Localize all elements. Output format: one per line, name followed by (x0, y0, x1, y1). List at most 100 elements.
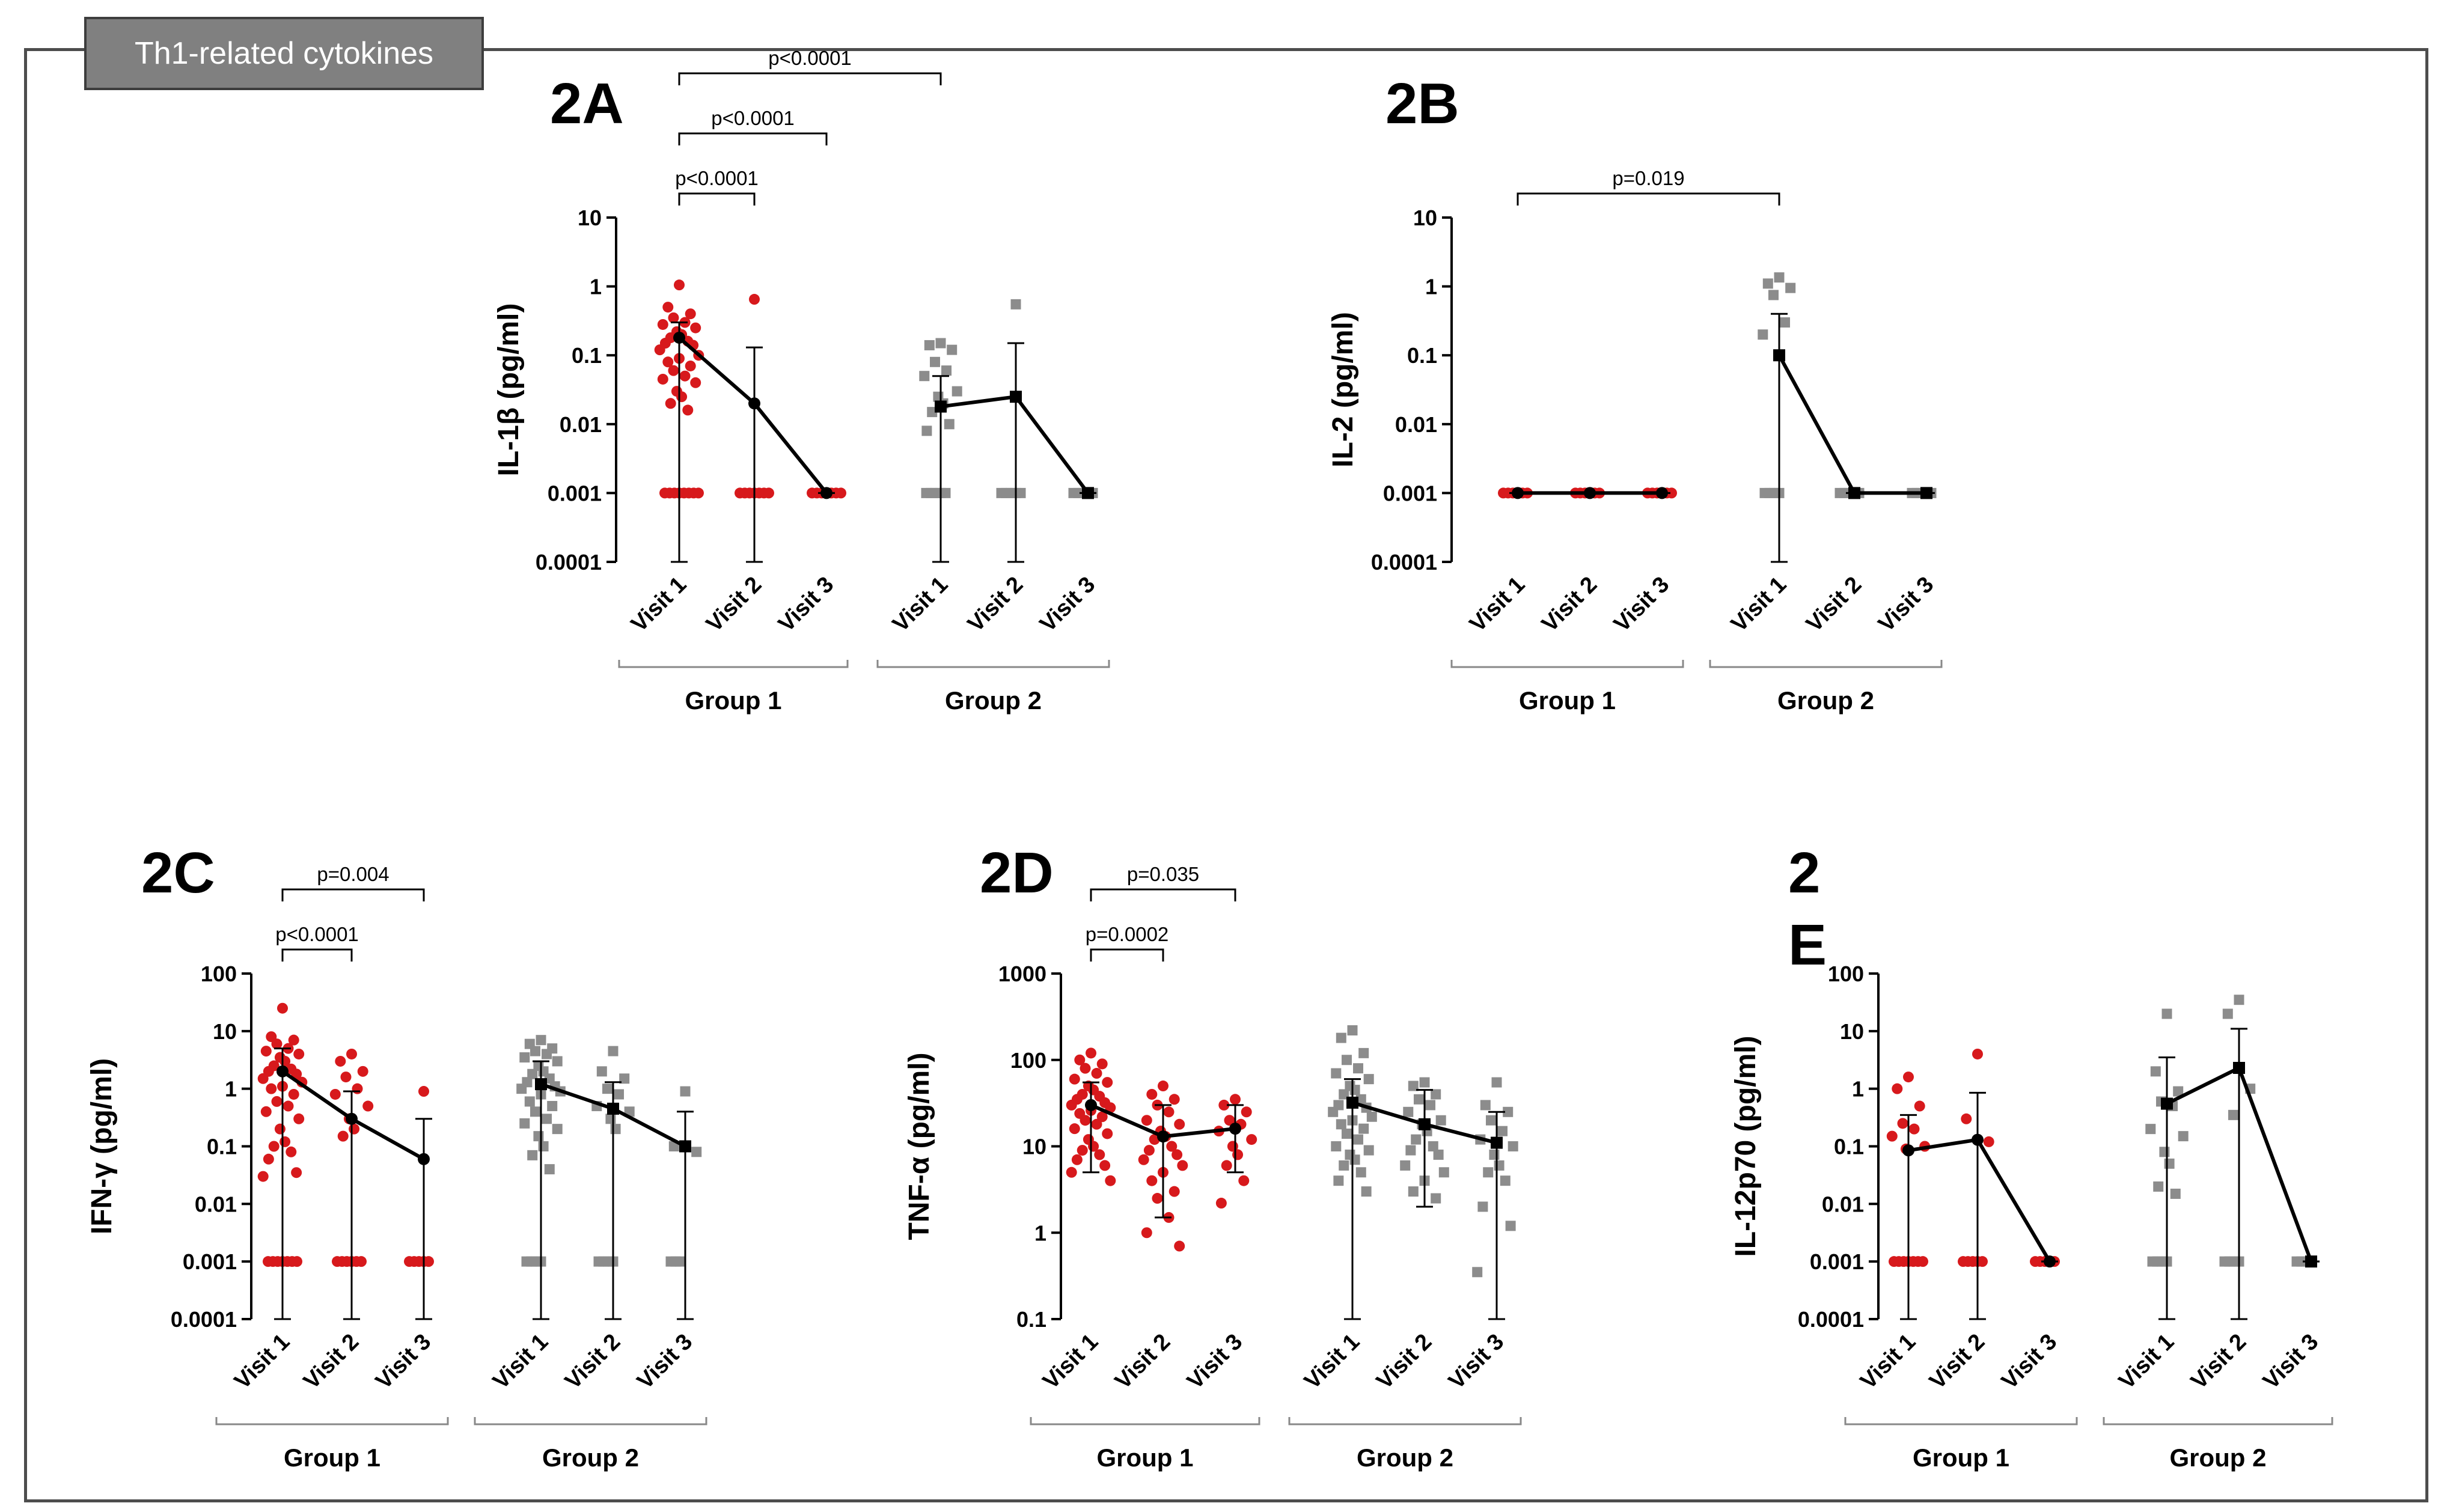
data-point (542, 1114, 552, 1124)
data-point (1091, 1068, 1102, 1079)
data-point (682, 404, 694, 416)
data-point (1914, 1100, 1925, 1112)
data-point (1168, 1094, 1180, 1105)
data-point (1917, 1256, 1928, 1267)
x-category-label: Visit 1 (2114, 1329, 2179, 1394)
mean-marker (748, 397, 760, 410)
data-point (1972, 1048, 1983, 1059)
data-point (293, 1113, 305, 1124)
data-point (596, 1066, 607, 1077)
x-category-label: Visit 1 (626, 572, 691, 637)
mean-marker (607, 1102, 619, 1115)
data-point (288, 1034, 299, 1046)
x-category-label: Visit 2 (1372, 1329, 1437, 1394)
data-point (1333, 1175, 1344, 1186)
data-point (657, 373, 668, 385)
data-point (340, 1072, 352, 1083)
data-point (266, 1083, 277, 1094)
data-point (657, 319, 668, 330)
data-point (260, 1106, 272, 1117)
data-point (1477, 1201, 1488, 1212)
data-point (1400, 1160, 1411, 1171)
panel-title: 2A (550, 72, 624, 136)
data-point (527, 1068, 538, 1079)
data-point (291, 1167, 302, 1178)
data-point (919, 371, 930, 382)
x-category-label: Visit 1 (1856, 1329, 1920, 1394)
mean-marker (1229, 1123, 1241, 1135)
panel-title: 2 (1788, 841, 1820, 905)
data-point (552, 1124, 563, 1135)
data-point (1328, 1106, 1339, 1117)
data-point (1431, 1089, 1441, 1100)
data-point (619, 1073, 630, 1084)
group-label: Group 1 (1913, 1443, 2009, 1472)
data-point (1339, 1160, 1349, 1171)
data-point (357, 1065, 368, 1077)
panel-title: 2C (141, 841, 215, 905)
p-value-label: p=0.0002 (1086, 923, 1169, 945)
data-point (1358, 1047, 1369, 1058)
group-label: Group 2 (1777, 686, 1874, 715)
data-point (1355, 1094, 1366, 1105)
data-point (260, 1046, 272, 1057)
data-point (1363, 1145, 1374, 1156)
data-point (1666, 487, 1677, 499)
group-label: Group 1 (685, 686, 781, 715)
mean-marker (1902, 1144, 1914, 1157)
data-point (329, 1088, 341, 1100)
data-point (552, 1056, 563, 1067)
data-point (277, 1002, 288, 1014)
data-point (1099, 1160, 1111, 1171)
x-category-label: Visit 1 (1726, 572, 1791, 637)
data-point (286, 1146, 297, 1157)
x-category-label: Visit 2 (1925, 1329, 1990, 1394)
data-point (1489, 1149, 1500, 1160)
data-point (1491, 1077, 1502, 1088)
x-category-label: Visit 3 (1035, 572, 1100, 637)
significance-bracket (678, 192, 756, 206)
data-point (530, 1046, 540, 1056)
mean-marker (1512, 487, 1524, 499)
data-point (749, 294, 760, 305)
data-point (1168, 1186, 1180, 1197)
x-category-label: Visit 1 (488, 1329, 553, 1394)
data-point (337, 1130, 349, 1142)
data-point (1983, 1136, 1994, 1147)
data-point (690, 377, 701, 388)
mean-marker (2044, 1255, 2056, 1268)
significance-bracket (678, 72, 942, 85)
data-point (1977, 1256, 1988, 1267)
y-tick-label: 0.001 (1810, 1249, 1864, 1274)
x-category-label: Visit 2 (701, 572, 766, 637)
data-point (349, 1123, 360, 1135)
data-point (1336, 1119, 1346, 1130)
data-point (685, 308, 696, 320)
data-point (1428, 1141, 1438, 1151)
data-point (1903, 1072, 1914, 1083)
data-point (1485, 1115, 1496, 1126)
group-bracket (1030, 1417, 1260, 1425)
data-point (271, 1038, 283, 1050)
data-point (1331, 1068, 1342, 1079)
y-tick-label: 0.01 (1822, 1192, 1864, 1216)
data-point (1215, 1198, 1227, 1209)
group-bracket (474, 1417, 707, 1425)
data-point (1366, 1111, 1377, 1122)
x-category-label: Visit 1 (888, 572, 953, 637)
data-point (274, 1123, 286, 1135)
data-point (362, 1100, 374, 1112)
p-value-label: p<0.0001 (711, 107, 795, 129)
panel-2c: 2C 0.0001 0.001 0.01 0.1 1 10 100 IFN-γ (pg/ml) V… (86, 841, 707, 1472)
y-tick-label: 0.1 (207, 1135, 237, 1159)
x-category-label: Visit 1 (230, 1329, 295, 1394)
data-point (1174, 1118, 1185, 1130)
y-tick-label: 1 (590, 275, 602, 299)
data-point (654, 344, 665, 356)
data-point (693, 487, 704, 499)
x-category-label: Visit 2 (299, 1329, 364, 1394)
data-point (280, 1136, 291, 1147)
data-point (1096, 1058, 1108, 1070)
